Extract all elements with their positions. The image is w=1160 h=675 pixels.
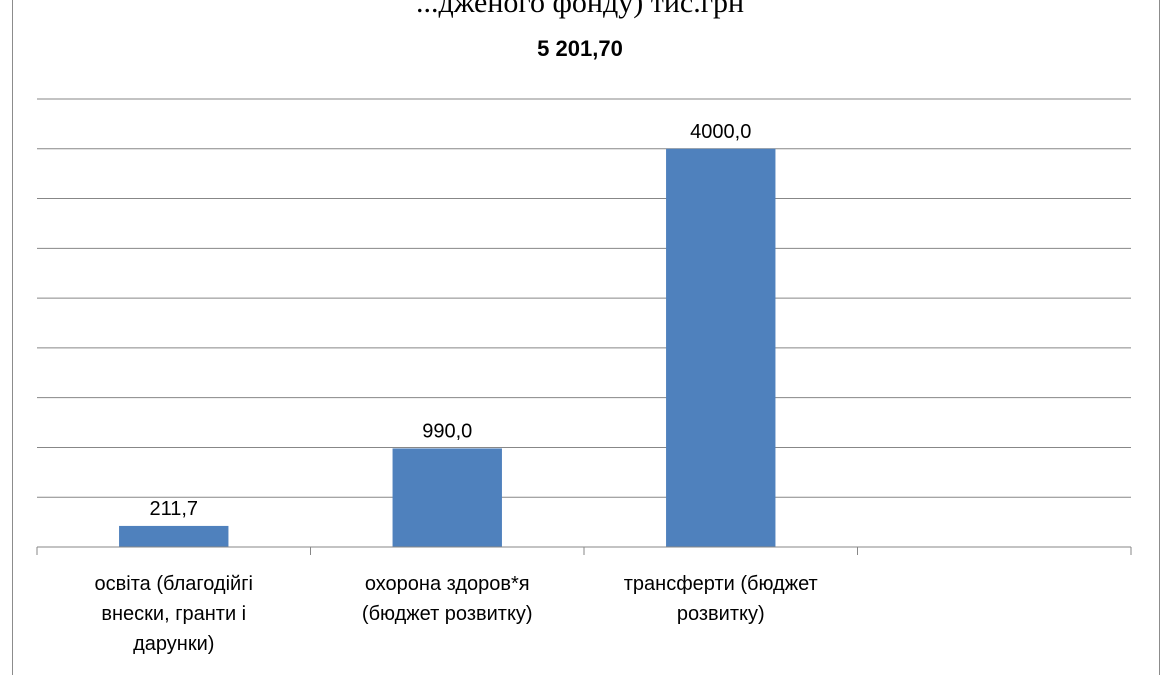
- bar: [666, 148, 776, 547]
- category-label: (бюджет розвитку): [362, 603, 533, 625]
- bars: [119, 148, 776, 547]
- data-label: 4000,0: [690, 121, 751, 143]
- category-labels: освіта (благодійгі внески, гранти і дарунк…: [95, 573, 818, 655]
- category-label: освіта (благодійгі: [95, 573, 253, 595]
- bar: [392, 448, 502, 547]
- category-label: трансферти (бюджет: [624, 573, 818, 595]
- data-label: 211,7: [149, 498, 198, 520]
- gridlines: [37, 98, 1131, 498]
- x-axis: [36, 546, 1132, 555]
- data-label: 990,0: [422, 420, 472, 442]
- category-label: внески, гранти і: [101, 603, 246, 625]
- chart-title: 5 201,70: [537, 36, 623, 61]
- page-heading-fragment: ...дженого фонду) тис.грн: [415, 0, 745, 19]
- category-label: охорона здоров*я: [365, 573, 530, 595]
- category-label: дарунки): [133, 633, 214, 655]
- category-label: розвитку): [677, 603, 765, 625]
- bar: [119, 525, 229, 547]
- data-labels: 211,7 990,0 4000,0: [149, 121, 751, 520]
